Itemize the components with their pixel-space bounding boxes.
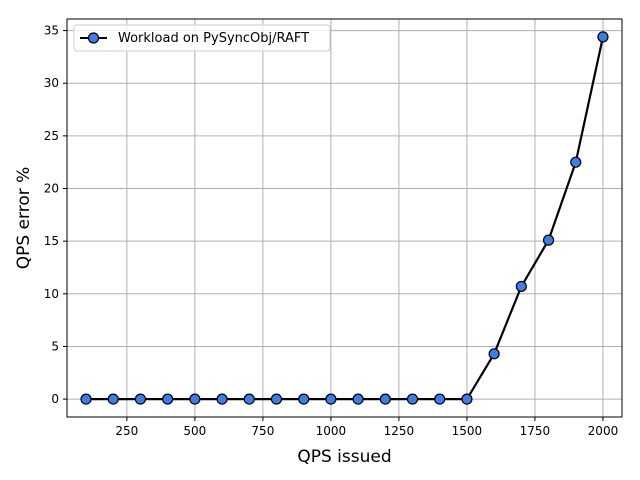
data-point xyxy=(461,393,473,405)
series-layer xyxy=(80,31,609,405)
data-point xyxy=(488,348,500,360)
data-point xyxy=(515,280,527,293)
y-tick-label: 0 xyxy=(51,392,59,406)
legend-box xyxy=(73,24,331,52)
data-point xyxy=(570,156,582,168)
y-tick-label: 25 xyxy=(44,129,59,143)
legend-entry-label: Workload on PySyncObj/RAFT xyxy=(118,31,309,46)
x-tick-label: 250 xyxy=(115,424,138,438)
x-tick-label: 750 xyxy=(251,424,274,438)
legend-marker-swatch xyxy=(87,32,100,44)
data-point xyxy=(406,393,419,405)
data-point xyxy=(189,393,201,405)
data-point xyxy=(597,31,609,43)
y-tick-label: 10 xyxy=(44,287,59,301)
y-tick-label: 5 xyxy=(51,339,59,353)
y-axis-label: QPS error % xyxy=(14,167,34,270)
x-tick-label: 1250 xyxy=(384,424,415,438)
legend: Workload on PySyncObj/RAFT xyxy=(73,24,331,52)
data-point xyxy=(270,393,283,405)
data-point xyxy=(325,393,337,405)
x-tick-label: 1750 xyxy=(520,424,551,438)
x-axis-label: QPS issued xyxy=(297,447,391,467)
data-point xyxy=(134,393,147,405)
x-tick-label: 500 xyxy=(183,424,206,438)
data-point xyxy=(216,393,228,405)
data-point xyxy=(542,234,555,246)
data-point xyxy=(107,393,119,405)
plot-area-frame xyxy=(66,18,623,418)
data-point xyxy=(243,393,255,405)
x-axis-ticks: 250 500 750 1000 1250 1500 1750 2000 xyxy=(115,417,618,438)
data-point xyxy=(379,393,391,405)
y-axis-ticks: 0 5 10 15 20 25 30 35 xyxy=(44,24,67,406)
x-tick-label: 1000 xyxy=(316,424,347,438)
data-point xyxy=(80,393,92,405)
data-point xyxy=(434,393,446,405)
data-point xyxy=(298,393,310,405)
y-tick-label: 15 xyxy=(44,234,59,248)
data-point xyxy=(162,393,174,405)
x-tick-label: 2000 xyxy=(588,424,619,438)
y-tick-label: 30 xyxy=(44,76,59,90)
y-tick-label: 35 xyxy=(44,24,59,38)
data-point xyxy=(352,393,364,405)
y-tick-label: 20 xyxy=(44,182,59,196)
x-tick-label: 1500 xyxy=(452,424,483,438)
